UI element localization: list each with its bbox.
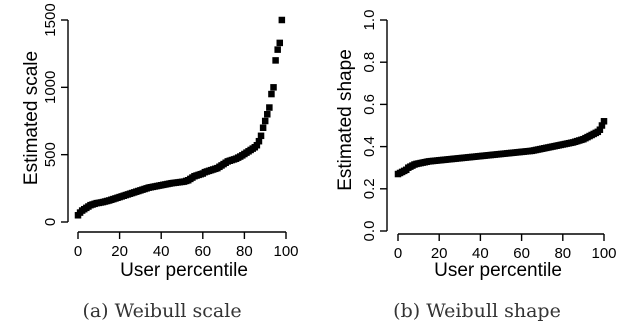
shape-data-point — [600, 118, 608, 125]
shape-y-axis-title: Estimated shape — [335, 49, 356, 191]
scale-data-point — [268, 90, 275, 98]
scale-y-tick-label: 0 — [42, 218, 59, 226]
scale-x-tick-label: 40 — [153, 243, 170, 260]
scale-x-tick-label: 80 — [236, 243, 253, 260]
scale-data-point — [276, 39, 284, 47]
scale-data-point — [259, 124, 267, 131]
shape-x-tick-label: 80 — [554, 245, 571, 262]
scale-caption: (a) Weibull scale — [82, 300, 241, 322]
scale-data-point — [261, 117, 269, 125]
shape-caption: (b) Weibull shape — [393, 300, 561, 322]
shape-y-tick-label: 1.0 — [361, 10, 378, 31]
scale-data-point — [278, 16, 286, 24]
shape-x-tick-label: 60 — [513, 245, 530, 262]
scale-x-tick-label: 60 — [194, 243, 211, 260]
scale-data-point — [257, 132, 265, 140]
shape-x-axis-title: User percentile — [434, 260, 562, 281]
scale-y-tick-label: 1000 — [42, 71, 59, 104]
scale-data-point — [272, 57, 279, 64]
shape-y-tick-label: 0.8 — [361, 52, 378, 73]
shape-x-tick-label: 20 — [431, 245, 448, 262]
shape-x-tick-label: 0 — [394, 245, 402, 262]
scale-data-point — [255, 137, 263, 145]
shape-y-tick-label: 0.6 — [361, 94, 378, 115]
shape-y-tick-label: 0.4 — [361, 136, 378, 157]
scale-y-tick-label: 1500 — [42, 3, 59, 36]
shape-panel: Estimated shape User percentile (b) Weib… — [335, 10, 617, 322]
scale-x-tick-label: 20 — [111, 243, 128, 260]
shape-data-point — [598, 122, 606, 129]
shape-x-tick-label: 100 — [591, 245, 616, 262]
scale-x-tick-label: 0 — [74, 243, 82, 260]
scale-data-point — [266, 104, 273, 111]
scale-panel: Estimated scale User percentile (a) Weib… — [21, 3, 299, 322]
scale-data-point — [264, 111, 271, 118]
scale-y-axis-title: Estimated scale — [21, 51, 42, 185]
scale-data-point — [270, 84, 277, 91]
shape-y-tick-label: 0.0 — [361, 221, 378, 242]
shape-y-tick-label: 0.2 — [361, 178, 378, 199]
scale-data-point — [274, 46, 281, 53]
scale-y-tick-label: 500 — [42, 142, 59, 167]
scale-x-tick-label: 100 — [273, 243, 298, 260]
shape-x-tick-label: 40 — [472, 245, 489, 262]
shape-data-point — [596, 126, 604, 133]
scale-x-axis-title: User percentile — [120, 260, 248, 281]
scale-data-point — [253, 141, 261, 149]
